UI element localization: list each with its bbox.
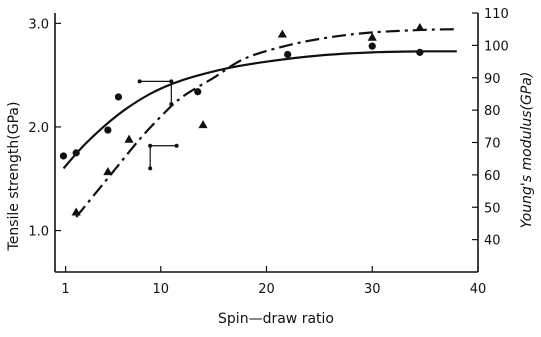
modulus-point	[198, 120, 208, 129]
y-right-tick-label: 40	[484, 234, 501, 249]
tensile-point	[368, 42, 376, 50]
y-right-tick-label: 100	[484, 39, 509, 54]
tensile-fit-curve	[62, 50, 457, 170]
x-tick-label: 1	[61, 282, 69, 297]
y-right-tick-label: 60	[484, 169, 501, 184]
y-axis-left-title: Tensile strength(GPa)	[6, 102, 22, 252]
y-right-tick-label: 90	[484, 72, 501, 87]
modulus-fit-curve	[75, 28, 457, 218]
error-bar-end-dot	[148, 166, 153, 171]
modulus-point	[71, 207, 81, 216]
y-right-tick-label: 80	[484, 104, 501, 119]
x-axis-title: Spin—draw ratio	[218, 311, 334, 327]
axis-labels: Spin—draw ratio Tensile strength(GPa) Yo…	[6, 72, 535, 327]
modulus-point	[124, 134, 134, 143]
modulus-point	[277, 29, 287, 38]
tensile-point	[416, 48, 424, 56]
x-tick-label: 30	[364, 282, 381, 297]
y-left-tick-label: 3.0	[28, 17, 49, 32]
y-left-tick-label: 2.0	[28, 121, 49, 136]
x-tick-label: 40	[470, 282, 487, 297]
tensile-point	[114, 93, 123, 101]
tensile-point	[72, 149, 80, 157]
fit-curves	[62, 28, 457, 218]
y-left-tick-label: 1.0	[28, 225, 49, 240]
modulus-point	[367, 32, 377, 41]
error-bars	[137, 79, 179, 171]
modulus-point	[415, 22, 425, 32]
error-bar-end-dot	[174, 143, 179, 148]
x-tick-label: 10	[152, 282, 169, 297]
tensile-point	[59, 152, 68, 160]
error-bar-end-dot	[137, 79, 142, 84]
error-bar-end-dot	[169, 102, 174, 107]
y-right-tick-label: 70	[484, 137, 501, 152]
tensile-point	[284, 50, 292, 59]
y-right-tick-label: 50	[484, 201, 501, 216]
y-axis-right-title: Young's modulus(GPa)	[519, 72, 535, 229]
tensile-point	[194, 88, 202, 96]
tensile-point	[104, 126, 112, 134]
modulus-point	[103, 167, 113, 176]
x-tick-label: 20	[258, 282, 275, 297]
y-right-tick-label: 110	[484, 7, 509, 22]
data-points	[59, 22, 425, 216]
